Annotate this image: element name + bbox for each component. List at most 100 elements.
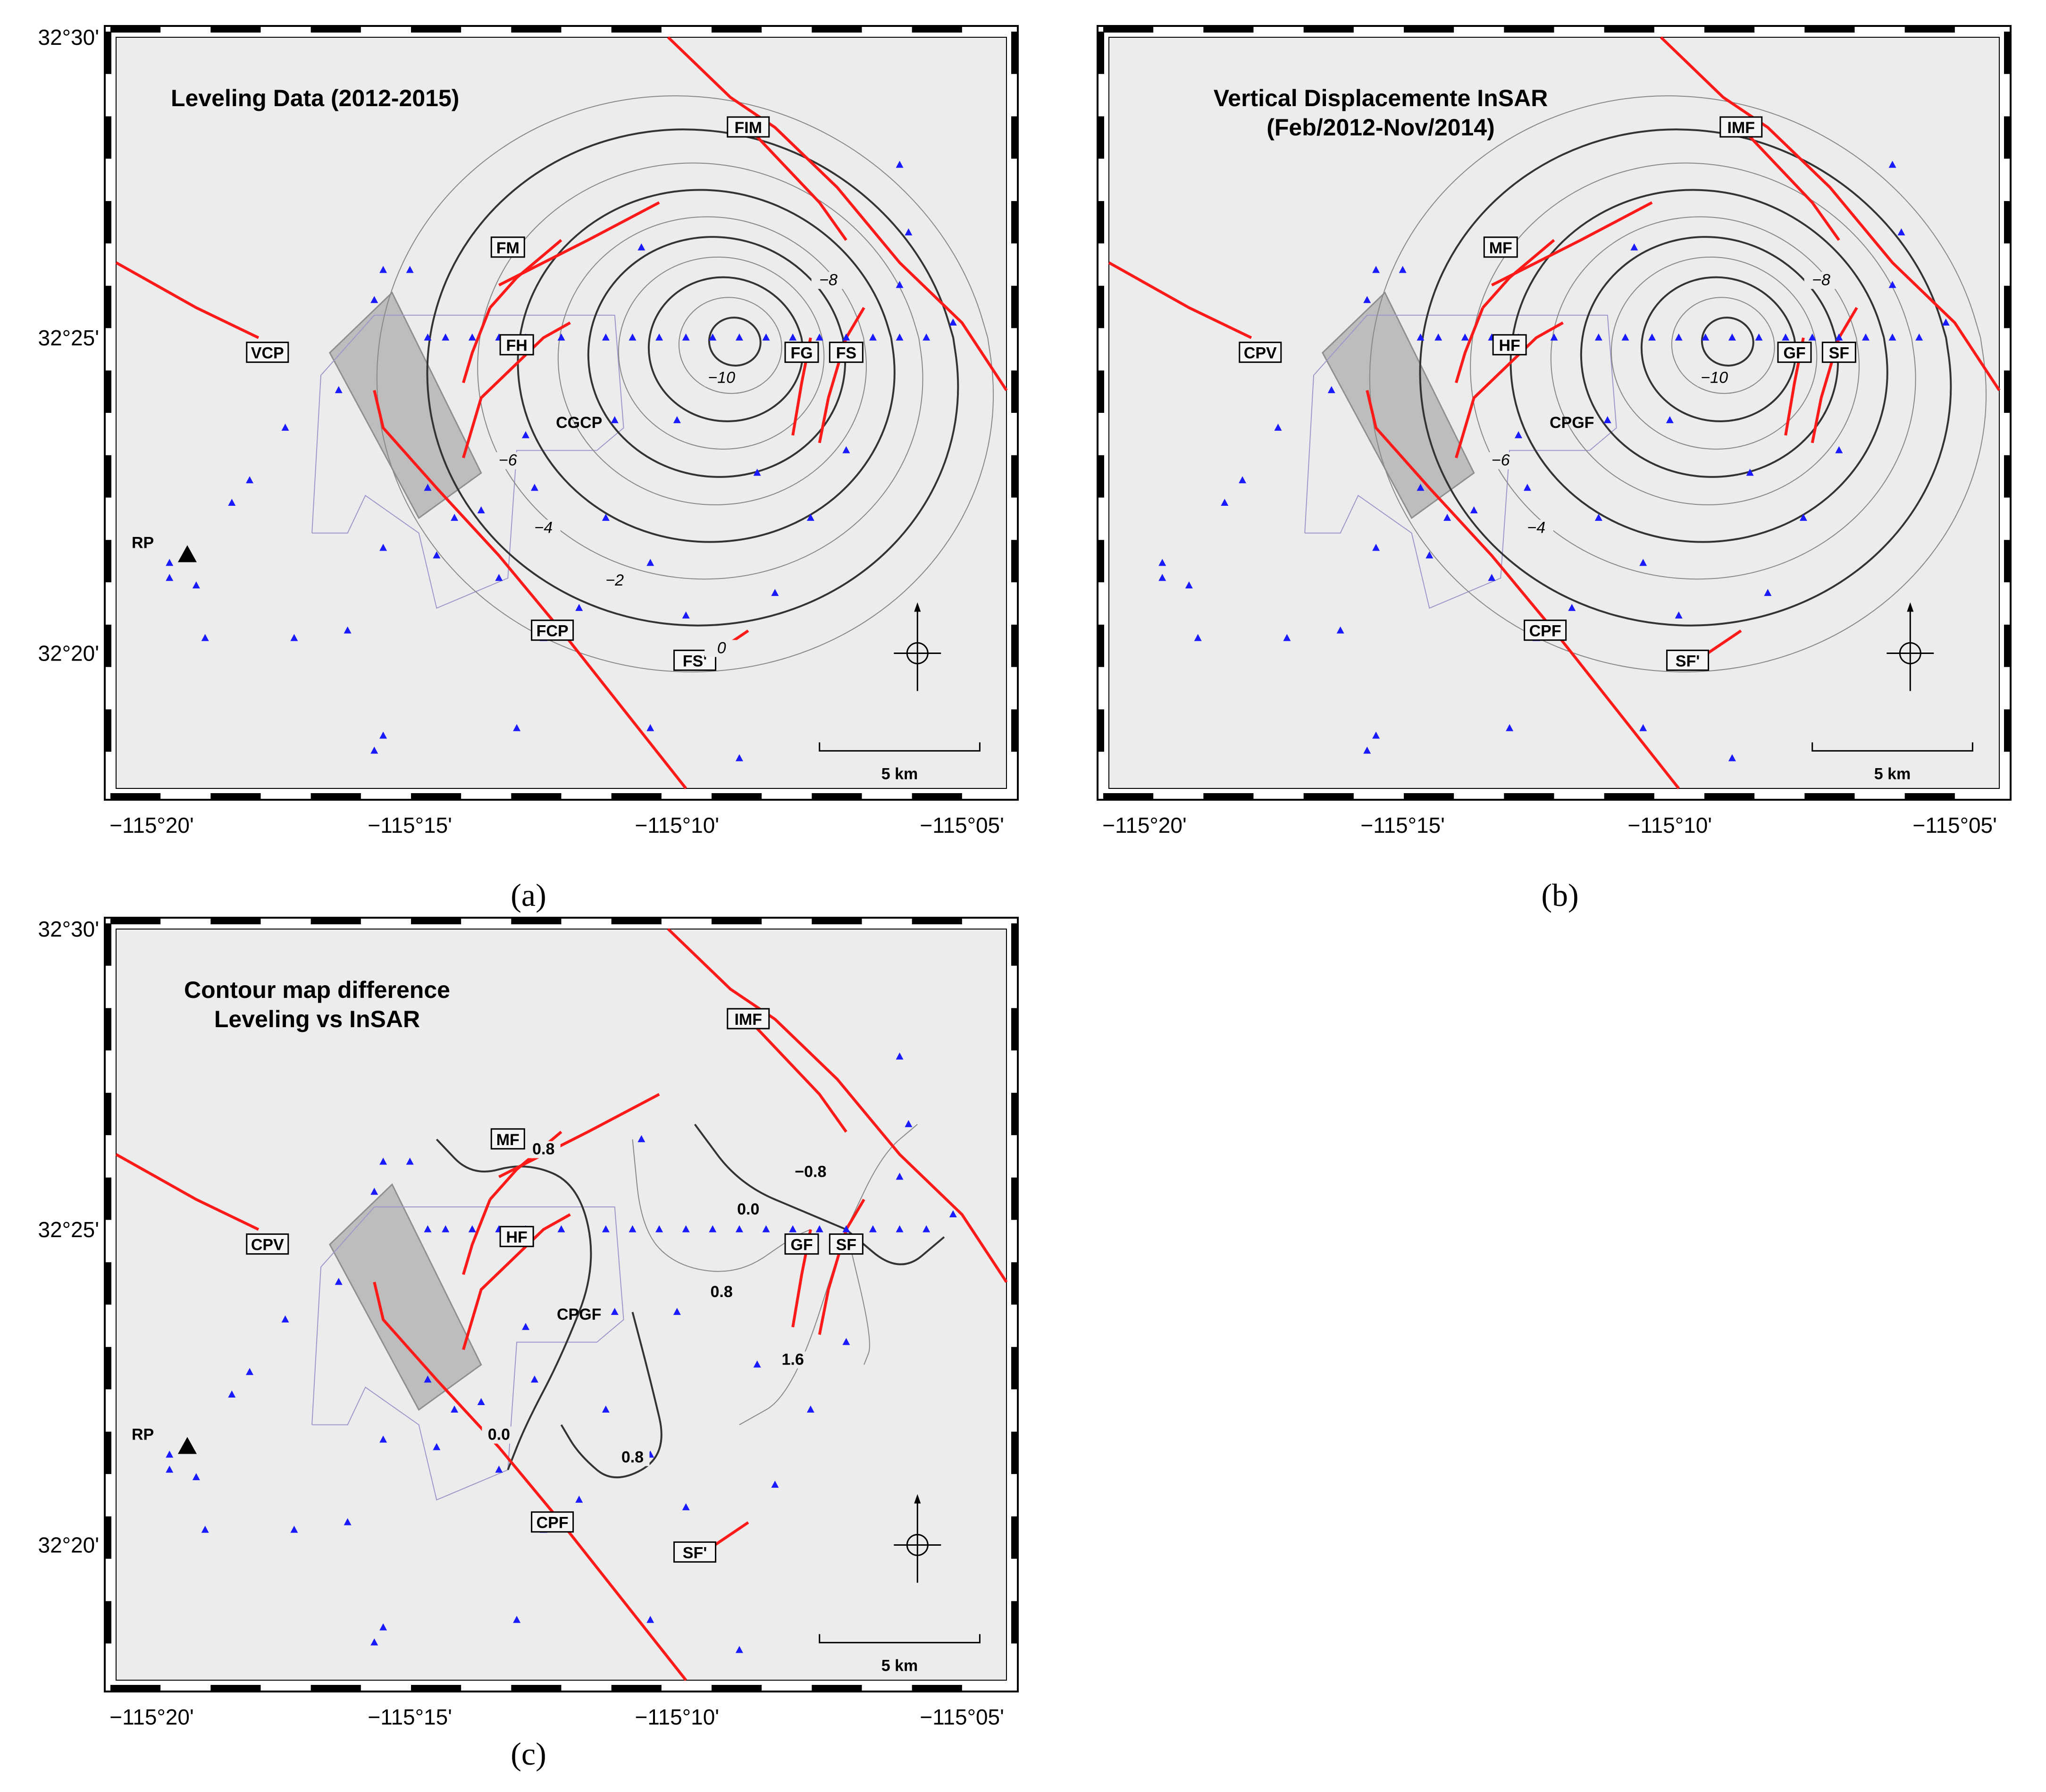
frame-tick bbox=[105, 1093, 111, 1135]
fault-label-box bbox=[727, 1008, 770, 1030]
fault-label: IMF bbox=[1727, 119, 1755, 137]
station-triangle-icon bbox=[201, 634, 209, 641]
frame-tick bbox=[105, 1516, 111, 1559]
x-tick-label: −115°05' bbox=[920, 1705, 1004, 1729]
station-triangle-icon bbox=[1399, 266, 1407, 273]
contour-label: −8 bbox=[819, 271, 838, 289]
station-triangle-icon bbox=[575, 603, 583, 611]
contour-label: −10 bbox=[1701, 368, 1728, 386]
station-triangle-icon bbox=[1515, 431, 1523, 438]
station-triangle-icon bbox=[655, 1225, 663, 1232]
y-tick-label: 32°25' bbox=[38, 1217, 99, 1242]
contour-label-bg bbox=[1484, 452, 1518, 469]
map-title: Vertical Displacemente InSAR bbox=[1214, 85, 1548, 111]
fault-line bbox=[667, 928, 1008, 1283]
panel-caption: (c) bbox=[511, 1736, 546, 1772]
station-triangle-icon bbox=[1675, 611, 1683, 619]
contour-label: 0.0 bbox=[737, 1200, 759, 1218]
boundary-line bbox=[311, 1206, 624, 1501]
fault-label-box bbox=[490, 236, 525, 258]
y-tick-label: 32°20' bbox=[38, 1532, 99, 1557]
fault-label: HF bbox=[506, 1229, 527, 1247]
frame-tick bbox=[105, 1262, 111, 1305]
contour-label: 0.8 bbox=[621, 1448, 644, 1466]
fault-line bbox=[667, 36, 1008, 391]
fault-label: FS' bbox=[683, 652, 707, 670]
contour-line bbox=[587, 236, 847, 478]
station-triangle-icon bbox=[1372, 731, 1380, 739]
place-label: RP bbox=[132, 534, 154, 552]
station-triangle-icon bbox=[1363, 746, 1371, 754]
frame-tick bbox=[812, 1685, 862, 1692]
station-triangle-icon bbox=[513, 1616, 521, 1623]
station-triangle-icon bbox=[1728, 754, 1736, 762]
station-triangle-icon bbox=[1158, 574, 1166, 581]
contour-line bbox=[632, 1139, 811, 1272]
station-triangle-icon bbox=[335, 1278, 343, 1285]
frame-tick bbox=[1098, 370, 1104, 413]
frame-tick bbox=[912, 793, 962, 800]
fault-line bbox=[462, 1199, 492, 1275]
fault-line bbox=[1455, 321, 1564, 459]
station-triangle-icon bbox=[905, 228, 913, 235]
frame-tick bbox=[110, 918, 161, 924]
frame-tick bbox=[105, 1177, 111, 1220]
contour-label: −8 bbox=[1812, 271, 1830, 289]
station-triangle-icon bbox=[1443, 513, 1451, 521]
station-triangle-icon bbox=[424, 333, 432, 341]
frame-tick bbox=[1904, 793, 1955, 800]
station-triangle-icon bbox=[753, 469, 761, 476]
frame-tick bbox=[1011, 923, 1018, 966]
fault-label-box bbox=[499, 1226, 534, 1248]
station-triangle-icon bbox=[602, 333, 610, 341]
station-triangle-icon bbox=[1372, 544, 1380, 551]
frame-tick bbox=[1011, 116, 1018, 159]
station-triangle-icon bbox=[949, 318, 957, 326]
station-triangle-icon bbox=[290, 634, 298, 641]
frame-tick bbox=[210, 26, 261, 33]
frame-tick bbox=[1604, 793, 1654, 800]
frame-tick bbox=[511, 793, 562, 800]
contour-line bbox=[694, 1123, 847, 1231]
station-triangle-icon bbox=[637, 1135, 646, 1142]
station-triangle-icon bbox=[1221, 499, 1229, 506]
fault-label: FIM bbox=[734, 119, 762, 137]
fault-line bbox=[818, 307, 865, 444]
station-triangle-icon bbox=[1630, 243, 1638, 251]
station-triangle-icon bbox=[1336, 626, 1344, 634]
station-triangle-icon bbox=[815, 1225, 823, 1232]
fault-label: CPF bbox=[1529, 622, 1561, 640]
frame-tick bbox=[1011, 1516, 1018, 1559]
station-triangle-icon bbox=[1327, 386, 1335, 394]
frame-tick bbox=[1098, 540, 1104, 583]
contour-label: 0.8 bbox=[711, 1283, 733, 1301]
frame-tick bbox=[1904, 26, 1955, 33]
station-triangle-icon bbox=[1621, 333, 1629, 341]
station-triangle-icon bbox=[1158, 559, 1166, 566]
station-triangle-icon bbox=[842, 1338, 850, 1345]
frame-tick bbox=[411, 793, 461, 800]
fault-line bbox=[489, 239, 562, 309]
fault-line bbox=[1660, 36, 2001, 391]
station-triangle-icon bbox=[735, 333, 743, 341]
frame-tick bbox=[1011, 709, 1018, 752]
frame-tick bbox=[1303, 26, 1354, 33]
station-triangle-icon bbox=[1888, 333, 1896, 341]
fault-line bbox=[1482, 239, 1555, 309]
station-triangle-icon bbox=[1648, 333, 1656, 341]
station-triangle-icon bbox=[370, 1638, 378, 1646]
frame-tick bbox=[1203, 793, 1254, 800]
frame-tick bbox=[1011, 1601, 1018, 1644]
map-title: Leveling vs InSAR bbox=[214, 1006, 420, 1032]
frame-tick bbox=[712, 26, 762, 33]
map-panel-a: Leveling Data (2012-2015) FIM FM FH FG FS FCP F… bbox=[38, 25, 1019, 913]
fault-line bbox=[115, 261, 260, 339]
frame-tick bbox=[1011, 370, 1018, 413]
contour-line bbox=[647, 276, 804, 422]
fault-label-box bbox=[246, 1233, 289, 1255]
frame-tick bbox=[912, 918, 962, 924]
frame-tick bbox=[1011, 540, 1018, 583]
north-arrow-icon bbox=[914, 1494, 921, 1504]
frame-tick bbox=[2004, 624, 2011, 667]
station-triangle-icon bbox=[1755, 333, 1763, 341]
